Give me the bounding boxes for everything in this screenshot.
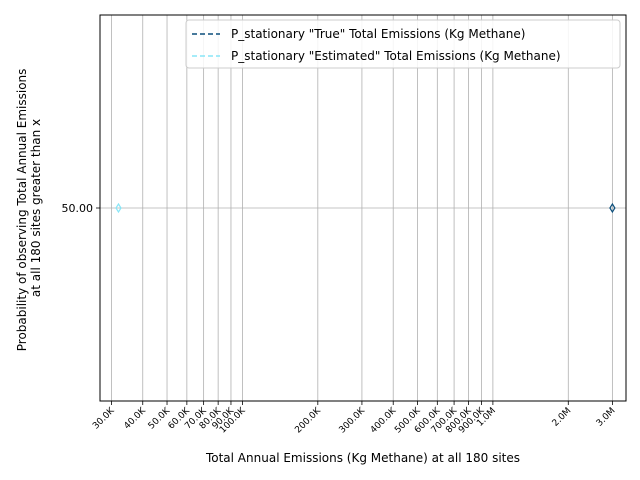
legend-box: [185, 19, 621, 69]
x-tick-label: 3.0M: [595, 406, 618, 429]
x-tick-label: 40.0K: [122, 405, 148, 431]
legend-label-true: P_stationary "True" Total Emissions (Kg …: [231, 27, 525, 41]
x-tick-label: 300.0K: [338, 405, 368, 435]
x-tick-label: 2.0M: [551, 406, 574, 429]
grid-lines: [100, 15, 626, 401]
true-emissions-marker: [609, 202, 616, 214]
x-axis-label: Total Annual Emissions (Kg Methane) at a…: [205, 451, 520, 465]
estimated-emissions-marker: [115, 202, 122, 214]
legend: P_stationary "True" Total Emissions (Kg …: [185, 19, 621, 69]
y-axis-label-line-2: at all 180 sites greater than x: [29, 119, 43, 297]
data-markers: [115, 202, 616, 214]
x-axis-ticks: 30.0K 40.0K50.0K60.0K70.0K80.0K90.0K100.0…: [91, 401, 618, 436]
y-axis-label: Probability of observing Total Annual Em…: [15, 65, 43, 351]
y-tick-label: 50.00: [62, 202, 94, 215]
x-tick-label: 200.0K: [293, 405, 323, 435]
y-axis-ticks: 50.00: [62, 202, 100, 215]
x-tick-label: 30.0K: [91, 405, 117, 431]
legend-label-estimated: P_stationary "Estimated" Total Emissions…: [231, 49, 561, 63]
y-axis-label-line-1: Probability of observing Total Annual Em…: [15, 69, 29, 352]
